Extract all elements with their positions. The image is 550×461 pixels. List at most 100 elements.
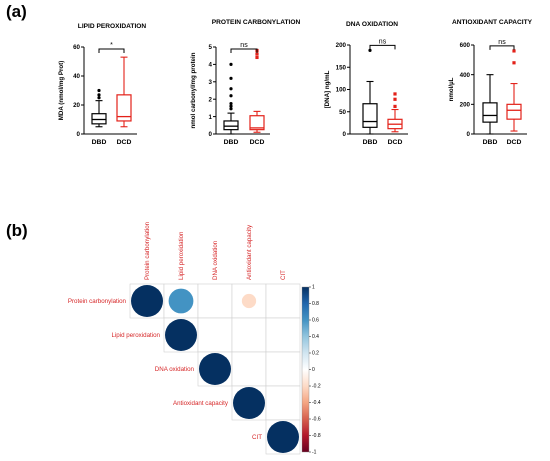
- panel-label-b: (b): [6, 221, 28, 240]
- box-iqr: [506, 103, 522, 120]
- y-axis-label: MDA (nmol/mg Prot): [58, 61, 65, 121]
- y-tick-label: 1: [209, 114, 213, 121]
- box-dcd: [249, 48, 265, 133]
- outlier-point: [229, 107, 233, 111]
- box-iqr: [91, 113, 107, 125]
- outlier-point: [512, 61, 516, 65]
- outlier-point: [255, 52, 259, 56]
- significance-label: ns: [379, 38, 387, 45]
- colorbar-tick-label: -1: [312, 450, 317, 456]
- corr-circle: [199, 353, 231, 385]
- corr-circle: [267, 421, 299, 453]
- y-tick-label: 0: [77, 131, 81, 138]
- y-tick-label: 50: [339, 109, 346, 116]
- significance-bracket: ns: [369, 38, 396, 50]
- corr-circle: [165, 319, 197, 351]
- outlier-point: [229, 76, 233, 80]
- corr-cell: [265, 385, 301, 421]
- colorbar-tick-label: 0.2: [312, 351, 319, 357]
- y-tick-label: 5: [209, 44, 213, 51]
- outlier-point: [368, 48, 372, 52]
- corr-row-label: Protein carbonylation: [68, 298, 127, 305]
- corr-row-label: DNA oxidation: [155, 366, 195, 373]
- colorbar-tick-label: 1: [312, 285, 315, 291]
- boxplot-panel-3: DNA OXIDATION [DNA] ng/mL 0 50 100 150 200 DBD D…: [324, 21, 408, 146]
- category-label-dcd: DCD: [388, 139, 403, 146]
- corr-col-label: Antioxidant capacity: [246, 224, 253, 280]
- colorbar-tick-label: -0.4: [312, 400, 321, 406]
- box-dcd: [116, 56, 132, 128]
- corr-col-label: Protein carbonylation: [144, 221, 151, 280]
- outlier-point: [229, 62, 233, 66]
- y-tick-label: 60: [73, 44, 80, 51]
- corr-circle: [233, 387, 265, 419]
- boxplot-panel-4: ANTIOXIDANT CAPACITY nmol/µL 0 200 400 600 DBD…: [448, 19, 533, 146]
- box-iqr: [362, 103, 378, 128]
- box-iqr: [116, 94, 132, 122]
- corr-col-label: DNA oxidation: [212, 240, 219, 280]
- significance-label: ns: [240, 42, 248, 49]
- corr-cell: [265, 351, 301, 387]
- outlier-point: [393, 92, 397, 96]
- corr-cell: [197, 317, 233, 353]
- corr-circle: [168, 288, 194, 314]
- box-iqr: [249, 115, 265, 131]
- y-tick-label: 0: [343, 131, 347, 138]
- y-tick-label: 4: [209, 62, 213, 69]
- box-iqr: [223, 120, 239, 131]
- y-tick-label: 600: [460, 42, 471, 49]
- y-tick-label: 3: [209, 79, 213, 86]
- box-dbd: [223, 62, 239, 135]
- y-axis-label: [DNA] ng/mL: [324, 70, 331, 108]
- correlation-plot: Protein carbonylation Lipid peroxidation D…: [68, 221, 321, 455]
- box-iqr: [482, 102, 498, 123]
- colorbar: [301, 286, 310, 453]
- bracket-line: [98, 48, 125, 53]
- y-axis-label: nmol/µL: [448, 77, 455, 101]
- box-dbd: [91, 88, 107, 128]
- colorbar-tick-label: 0.8: [312, 301, 319, 307]
- significance-label: *: [110, 42, 113, 49]
- colorbar-tick-label: 0.6: [312, 318, 319, 324]
- outlier-point: [229, 94, 233, 98]
- y-tick-label: 0: [467, 131, 471, 138]
- outlier-point: [255, 55, 259, 60]
- box-dbd: [482, 74, 498, 135]
- colorbar-tick-label: -0.2: [312, 384, 321, 390]
- corr-cell: [231, 317, 267, 353]
- colorbar-tick-label: 0.4: [312, 334, 319, 340]
- panel-title: PROTEIN CARBONYLATION: [212, 19, 301, 26]
- y-tick-label: 0: [209, 131, 213, 138]
- colorbar-tick-label: 0: [312, 367, 315, 373]
- panel-label-a: (a): [6, 2, 27, 21]
- boxplot-panel-2: PROTEIN CARBONYLATION nmol carbonyl/mg pr…: [190, 19, 300, 146]
- outlier-point: [393, 104, 397, 109]
- y-tick-label: 200: [460, 102, 471, 109]
- category-label-dbd: DBD: [92, 139, 107, 146]
- bracket-line: [230, 48, 258, 53]
- outlier-point: [229, 104, 233, 108]
- corr-cell: [265, 317, 301, 353]
- y-tick-label: 40: [73, 73, 80, 80]
- significance-bracket: ns: [489, 39, 515, 50]
- outlier-point: [229, 101, 233, 106]
- outlier-point: [393, 97, 397, 101]
- category-label-dcd: DCD: [507, 139, 522, 146]
- significance-bracket: *: [98, 42, 125, 53]
- panel-title: ANTIOXIDANT CAPACITY: [452, 19, 533, 26]
- corr-cell: [197, 283, 233, 319]
- corr-col-label: CIT: [280, 270, 287, 280]
- box-dcd: [506, 49, 522, 132]
- outlier-point: [97, 96, 101, 100]
- corr-col-label: Lipid peroxidation: [178, 231, 185, 280]
- corr-cell: [265, 283, 301, 319]
- colorbar-tick-label: -0.6: [312, 417, 321, 423]
- outlier-point: [97, 88, 101, 93]
- category-label-dbd: DBD: [483, 139, 498, 146]
- category-label-dbd: DBD: [363, 139, 378, 146]
- outlier-point: [229, 87, 233, 91]
- corr-circle: [241, 293, 257, 309]
- bracket-line: [489, 45, 515, 50]
